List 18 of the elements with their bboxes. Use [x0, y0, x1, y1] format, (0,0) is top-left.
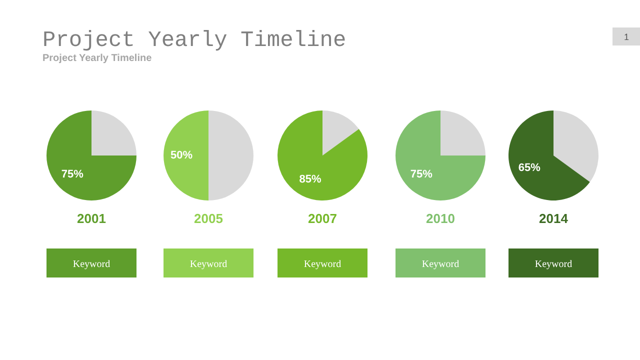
text: 2014 [539, 211, 569, 226]
text: Keyword [190, 259, 228, 270]
data-label: 65% [518, 162, 541, 174]
text: Keyword [304, 259, 342, 270]
text: Project Yearly Timeline [42, 28, 346, 53]
text: Keyword [72, 259, 110, 270]
data-label: 75% [410, 168, 433, 181]
text: 2007 [308, 211, 337, 226]
data-label: 75% [61, 168, 84, 181]
text: Keyword [534, 259, 572, 270]
text: 2001 [77, 211, 106, 226]
text: Keyword [422, 259, 460, 270]
data-label: 50% [170, 150, 193, 162]
data-label: 85% [299, 174, 322, 186]
chart-subtitle: Project Yearly Timeline [42, 53, 152, 64]
text: 2005 [194, 211, 223, 226]
text: 1 [624, 32, 630, 42]
text: 2010 [426, 211, 455, 226]
